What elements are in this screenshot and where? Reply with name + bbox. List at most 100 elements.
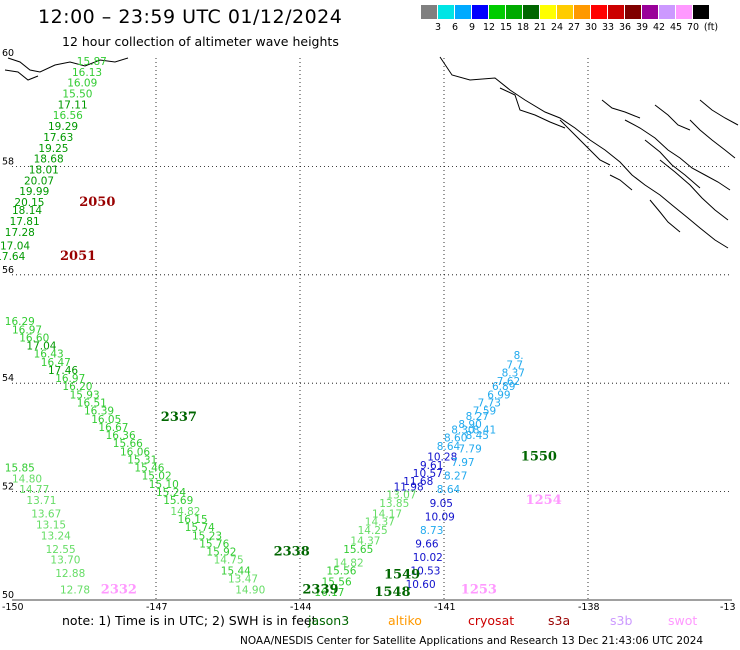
wave-height-value: 12.88	[55, 568, 85, 580]
wave-height-value: 13.15	[36, 519, 66, 531]
wave-height-value: 15.56	[326, 566, 356, 578]
wave-height-value: 10.02	[413, 552, 443, 564]
latitude-tick-label: 58	[2, 156, 14, 167]
wave-height-value: 17.04	[26, 341, 56, 353]
colorbar-swatch	[506, 5, 522, 19]
wave-height-value: 14.25	[358, 525, 388, 537]
wave-height-value: 13.71	[26, 495, 56, 507]
map-grid	[12, 58, 732, 601]
wave-height-value: 8.27	[444, 471, 467, 483]
colorbar-swatch	[608, 5, 624, 19]
wave-height-value: 10.09	[425, 511, 455, 523]
axis-labels: -150 -147 -144 -141 -138 -13 60 58 56 54 52 50	[2, 48, 736, 613]
colorbar-label: 6	[451, 22, 459, 33]
wave-height-value: 16.29	[5, 316, 35, 328]
pass-time-label: 2337	[161, 410, 197, 425]
pass-labels: 2050 2051 2337 2338 2339 2332 1549 1548 1550 1254…	[60, 195, 562, 600]
wave-height-value: 19.29	[48, 121, 78, 133]
wave-height-value: 16.47	[41, 357, 71, 369]
colorbar-swatch	[642, 5, 658, 19]
wave-height-value: 17.46	[48, 365, 78, 377]
credit-line: NOAA/NESDIS Center for Satellite Applica…	[240, 635, 704, 647]
pass-time-label: 1550	[521, 450, 557, 465]
colorbar-swatch	[489, 5, 505, 19]
wave-height-value: 16.43	[34, 349, 64, 361]
page-title: 12:00 – 23:59 UTC 01/12/2024	[38, 6, 343, 28]
colorbar-label: 24	[550, 22, 564, 33]
wave-height-value: 14.90	[235, 584, 265, 596]
wave-height-value: 8.73	[420, 525, 443, 537]
wave-height-value: 11.68	[403, 476, 433, 488]
wave-height-value: 14.77	[19, 484, 49, 496]
wave-height-value: 15.93	[70, 389, 100, 401]
wave-height-value: 9.66	[415, 538, 439, 550]
wave-height-value: 7.62	[497, 376, 520, 388]
satellite-name: swot	[668, 613, 698, 628]
colorbar-label: 30	[584, 22, 598, 33]
colorbar-swatch	[557, 5, 573, 19]
satellite-name: altiko	[388, 613, 422, 628]
wave-height-value: 14.82	[334, 557, 364, 569]
wave-height-value: 7.59	[473, 406, 496, 418]
colorbar-swatch	[693, 5, 709, 19]
longitude-tick-label: -144	[290, 602, 312, 613]
colorbar-label: 36	[618, 22, 632, 33]
wave-height-value: 16.97	[55, 373, 85, 385]
wave-height-value: 15.10	[149, 479, 179, 491]
wave-height-value: 6.99	[487, 389, 510, 401]
wave-height-value: 18.01	[29, 164, 59, 176]
wave-height-value: 7.97	[451, 457, 474, 469]
footnote: note: 1) Time is in UTC; 2) SWH is in fe…	[62, 613, 317, 628]
colorbar-label: 21	[533, 22, 547, 33]
wave-height-value: 9.05	[430, 498, 453, 510]
wave-height-value: 17.04	[0, 240, 30, 252]
satellite-name: s3a	[548, 613, 571, 628]
longitude-tick-label: -138	[578, 602, 600, 613]
wave-height-value: 14.37	[365, 517, 395, 529]
wave-height-value: 13.70	[50, 555, 80, 567]
wave-height-value: 17.64	[0, 251, 26, 263]
wave-height-value: 13.07	[386, 490, 416, 502]
wave-height-value: 8.27	[466, 411, 489, 423]
wave-height-value: 15.46	[134, 463, 164, 475]
wave-height-value: 16.56	[53, 110, 83, 122]
colorbar-swatch	[591, 5, 607, 19]
wave-height-value: 15.66	[113, 438, 143, 450]
pass-time-label: 1254	[526, 493, 562, 508]
pass-time-label: 2051	[60, 249, 96, 264]
wave-height-value: 8.60	[444, 433, 467, 445]
wave-height-value: 15.92	[206, 547, 236, 559]
wave-height-value: 12.78	[60, 584, 90, 596]
wave-height-value: 20.07	[24, 175, 54, 187]
colorbar-label: 33	[601, 22, 615, 33]
colorbar-label: 12	[482, 22, 496, 33]
wave-height-value: 12.55	[46, 544, 76, 556]
wave-height-value: 15.23	[192, 530, 222, 542]
latitude-tick-label: 54	[2, 373, 14, 384]
wave-height-value: 10.28	[427, 452, 457, 464]
wave-height-value: 15.02	[142, 471, 172, 483]
wave-height-value: 16.17	[314, 587, 344, 599]
colorbar-swatch	[438, 5, 454, 19]
wave-height-value: 16.51	[77, 398, 107, 410]
colorbar-label: 70	[686, 22, 700, 33]
colorbar-label: 9	[468, 22, 476, 33]
colorbar-swatch	[625, 5, 641, 19]
wave-height-value: 19.99	[19, 186, 49, 198]
wave-height-value: 8.64	[437, 441, 461, 453]
colorbar-swatch	[472, 5, 488, 19]
wave-height-value: 17.81	[10, 216, 40, 228]
pass-time-label: 1549	[384, 567, 420, 582]
wave-height-value: 6.89	[492, 381, 515, 393]
wave-height-value: 16.13	[72, 67, 102, 79]
wave-height-value: 8.	[514, 350, 524, 362]
wave-height-value: 20.15	[14, 197, 44, 209]
wave-height-value: 8.37	[502, 368, 525, 380]
pass-time-label: 2338	[274, 545, 310, 560]
pass-time-label: 2339	[302, 582, 338, 597]
wave-height-value: 8.45	[466, 430, 489, 442]
colorbar-label: 15	[499, 22, 513, 33]
longitude-tick-label: -150	[2, 602, 24, 613]
satellite-name: jason3	[308, 613, 350, 628]
